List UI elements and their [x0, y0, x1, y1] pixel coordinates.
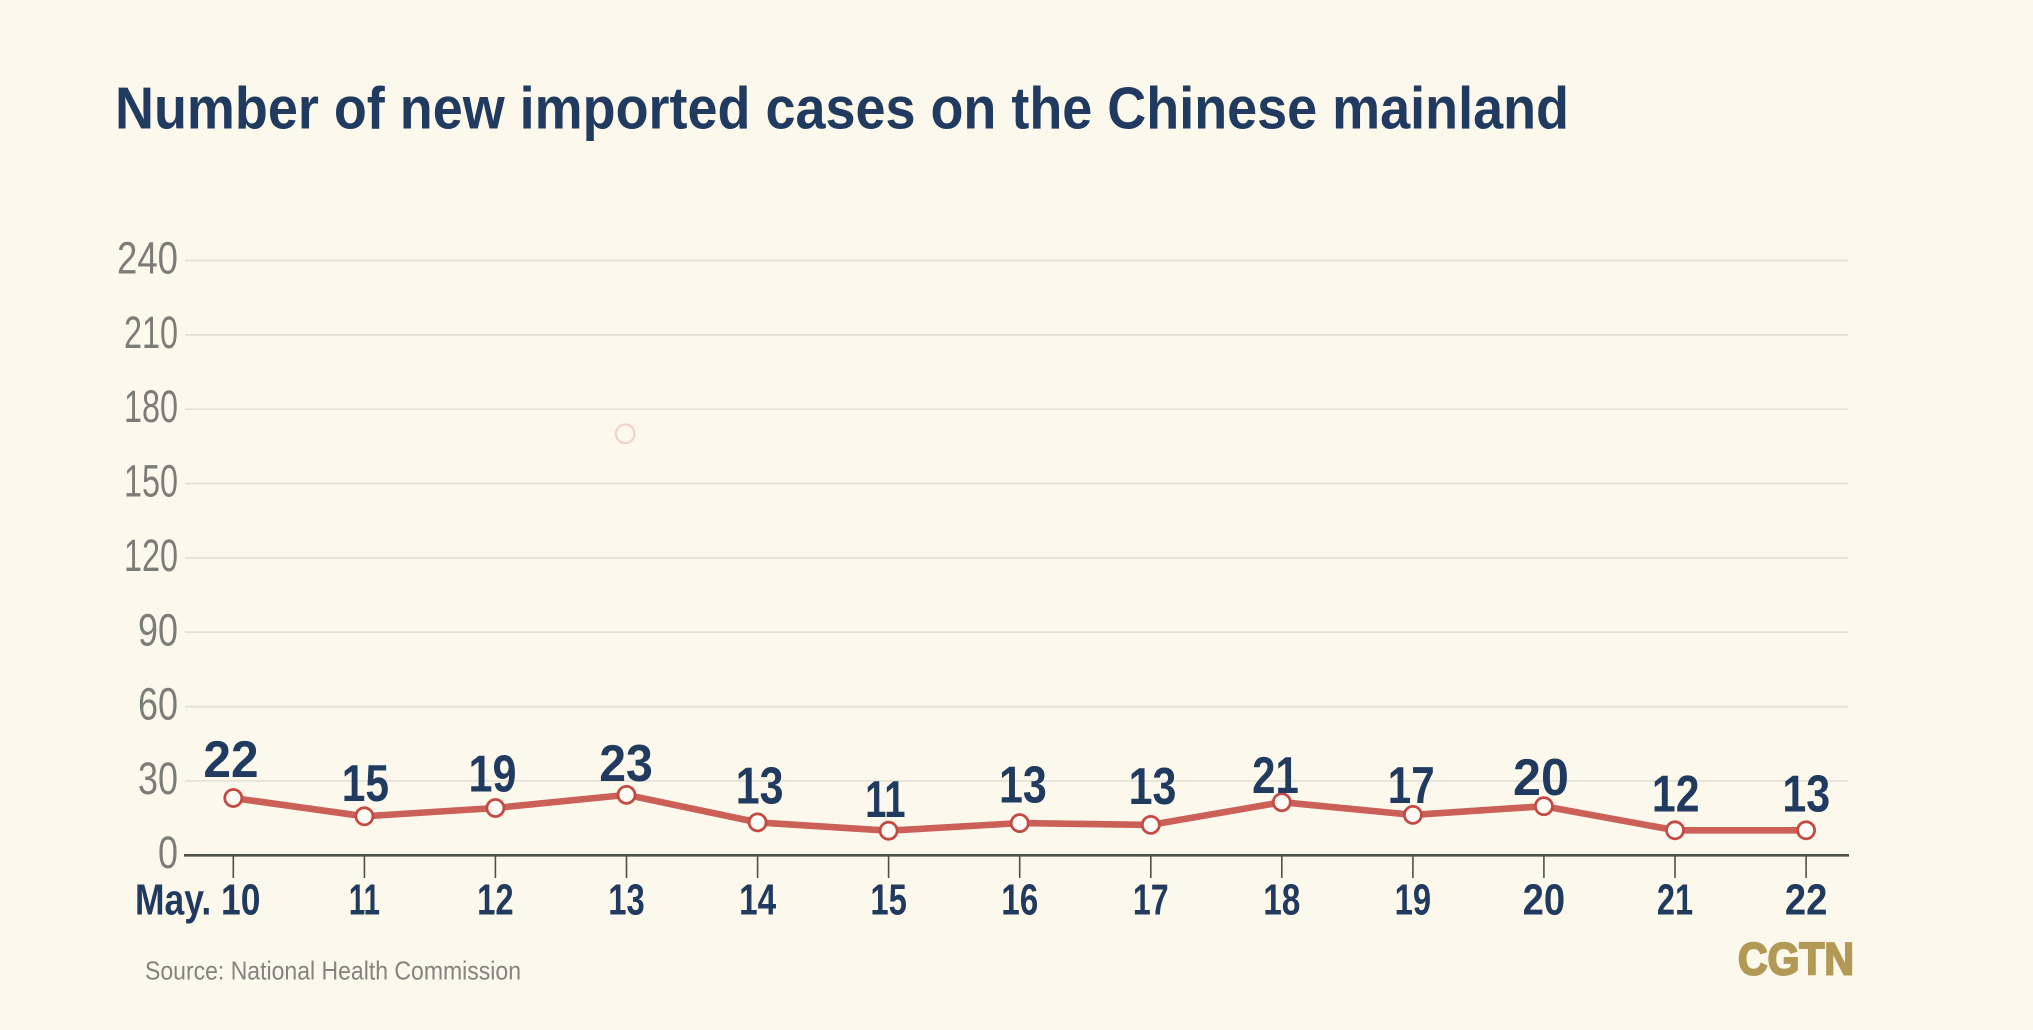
svg-text:13: 13	[736, 758, 784, 816]
svg-text:23: 23	[599, 735, 653, 793]
svg-text:90: 90	[138, 604, 178, 655]
svg-text:13: 13	[608, 876, 645, 924]
svg-text:May. 10: May. 10	[135, 876, 261, 924]
svg-text:12: 12	[1652, 766, 1700, 824]
svg-text:22: 22	[203, 731, 258, 789]
svg-text:210: 210	[124, 307, 178, 358]
svg-text:20: 20	[1513, 749, 1569, 807]
svg-text:17: 17	[1388, 757, 1435, 815]
svg-text:21: 21	[1252, 747, 1299, 805]
svg-text:CGTN: CGTN	[1738, 934, 1854, 985]
svg-text:30: 30	[138, 753, 178, 804]
svg-text:22: 22	[1785, 876, 1828, 924]
svg-text:13: 13	[1129, 758, 1177, 816]
svg-text:150: 150	[124, 456, 178, 507]
svg-text:11: 11	[349, 876, 380, 924]
svg-text:14: 14	[739, 876, 776, 924]
svg-text:13: 13	[999, 757, 1047, 815]
svg-text:17: 17	[1133, 876, 1169, 924]
svg-text:19: 19	[1395, 876, 1432, 924]
svg-text:180: 180	[124, 381, 178, 432]
svg-text:12: 12	[477, 876, 514, 924]
svg-text:16: 16	[1001, 876, 1038, 924]
svg-text:11: 11	[865, 771, 905, 829]
svg-text:18: 18	[1263, 876, 1300, 924]
svg-text:21: 21	[1657, 876, 1693, 924]
svg-text:0: 0	[158, 827, 178, 878]
svg-text:15: 15	[870, 876, 907, 924]
svg-text:13: 13	[1782, 766, 1830, 824]
svg-text:Source: National Health Commis: Source: National Health Commission	[145, 955, 521, 985]
svg-text:240: 240	[117, 232, 178, 283]
svg-text:15: 15	[342, 755, 389, 813]
svg-text:60: 60	[138, 679, 178, 730]
svg-text:Number of new imported cases o: Number of new imported cases on the Chin…	[115, 76, 1569, 142]
svg-text:19: 19	[469, 746, 517, 804]
svg-text:20: 20	[1523, 876, 1566, 924]
svg-text:120: 120	[124, 530, 178, 581]
